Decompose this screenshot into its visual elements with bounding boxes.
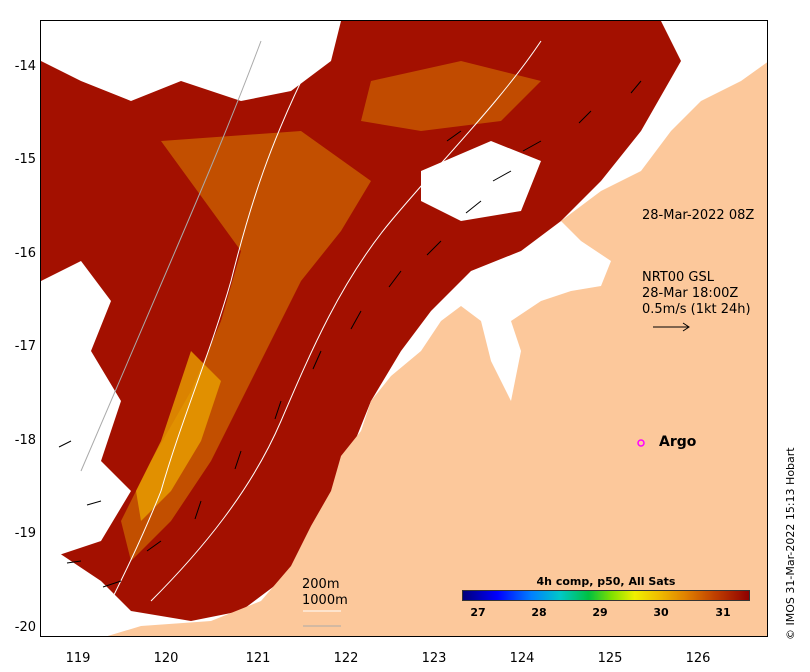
x-tick: 123: [421, 651, 447, 666]
credit-text: © IMOS 31-Mar-2022 15:13 Hobart: [784, 447, 797, 640]
argo-label: Argo: [659, 434, 697, 450]
current-title: NRT00 GSL: [642, 270, 714, 285]
cloud-gap: [421, 141, 541, 221]
isobath-1000m-label: 1000m: [302, 593, 348, 608]
x-tick: 119: [65, 651, 91, 666]
current-scale-label: 0.5m/s (1kt 24h): [642, 302, 751, 317]
isobath-200m: [100, 60, 312, 622]
y-tick: -19: [14, 526, 36, 541]
isobath-1000m: [80, 40, 262, 472]
x-tick: 125: [597, 651, 623, 666]
sst-map: [41, 21, 767, 636]
land-mass: [107, 62, 767, 636]
current-vectors: [58, 80, 642, 588]
timestamp-label: 28-Mar-2022 08Z: [642, 208, 755, 223]
colorbar-tick: 31: [715, 606, 731, 619]
colorbar-tick: 27: [470, 606, 486, 619]
x-tick: 120: [153, 651, 179, 666]
y-tick: -14: [14, 59, 36, 74]
colorbar: [462, 590, 750, 601]
isobath-1000m: [150, 40, 542, 602]
colorbar-title: 4h comp, p50, All Sats: [536, 575, 676, 588]
x-tick: 124: [509, 651, 535, 666]
isobath-200m-label: 200m: [302, 577, 340, 592]
x-tick: 122: [333, 651, 359, 666]
colorbar-tick: 29: [592, 606, 608, 619]
cloud-gap: [41, 581, 131, 636]
y-tick: -18: [14, 433, 36, 448]
y-tick: -15: [14, 152, 36, 167]
sst-cool-patch: [361, 61, 541, 131]
y-tick: -20: [14, 620, 36, 635]
argo-marker: [637, 439, 645, 447]
x-tick: 121: [245, 651, 271, 666]
map-frame[interactable]: [40, 20, 768, 637]
cloud-gap: [41, 261, 131, 561]
y-tick: -17: [14, 339, 36, 354]
colorbar-tick: 30: [653, 606, 669, 619]
current-time: 28-Mar 18:00Z: [642, 286, 739, 301]
cloud-gap: [41, 21, 341, 101]
x-tick: 126: [685, 651, 711, 666]
current-scale-arrow: [653, 322, 690, 332]
colorbar-tick: 28: [531, 606, 547, 619]
y-tick: -16: [14, 246, 36, 261]
